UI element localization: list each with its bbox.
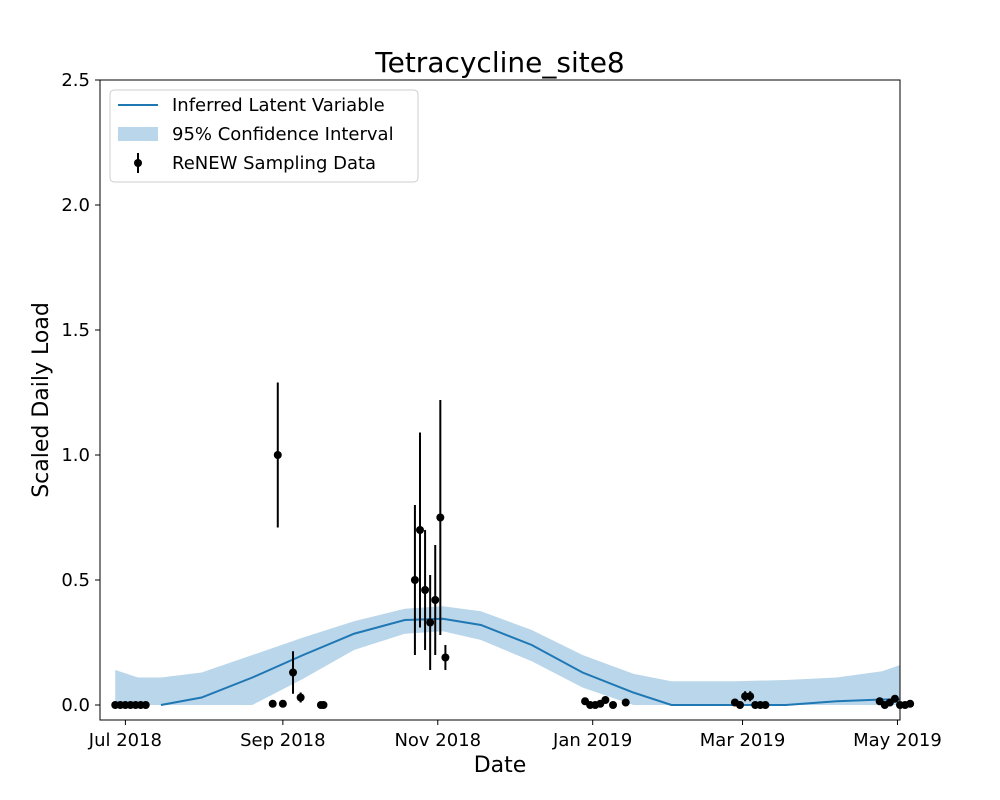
sampling-point [906, 699, 915, 708]
sampling-point [289, 668, 298, 677]
x-tick-label: Mar 2019 [700, 730, 786, 751]
y-tick-label: 1.0 [61, 445, 90, 466]
legend-entry-latent: Inferred Latent Variable [172, 95, 385, 116]
plot-frame [99, 79, 901, 721]
sampling-point [296, 693, 305, 702]
sampling-point [609, 701, 618, 709]
x-tick-label: May 2019 [853, 730, 942, 751]
y-tick-label: 0.0 [61, 695, 90, 716]
sampling-point [410, 576, 419, 584]
sampling-point [761, 701, 770, 709]
legend: Inferred Latent Variable 95% Confidence … [109, 89, 419, 183]
x-tick-label: Nov 2018 [394, 730, 481, 751]
latent-line-layer [160, 617, 900, 706]
x-axis-title: Date [474, 753, 527, 778]
sampling-point [436, 513, 445, 522]
legend-entry-sampling: ReNEW Sampling Data [172, 153, 376, 174]
sampling-point [441, 653, 450, 662]
legend-box [109, 89, 419, 183]
legend-band-swatch [118, 127, 158, 141]
sampling-point [141, 701, 150, 709]
x-tick-label: Jul 2018 [88, 730, 162, 751]
sampling-point [426, 618, 435, 627]
sampling-point [621, 698, 630, 707]
legend-point-swatch [134, 159, 142, 167]
x-tick-label: Jan 2019 [552, 730, 632, 751]
sampling-point [746, 692, 755, 701]
sampling-point [319, 701, 328, 709]
sampling-point [736, 701, 744, 709]
y-tick-label: 0.5 [61, 570, 90, 591]
chart-title: Tetracycline_site8 [374, 46, 625, 79]
latent-variable-line [160, 617, 900, 706]
sampling-point [273, 451, 282, 459]
sampling-points-layer [111, 382, 915, 709]
sampling-point [268, 699, 277, 708]
x-axis-ticks: Jul 2018 Sep 2018 Nov 2018 Jan 2019 Mar 2019… [88, 720, 942, 751]
sampling-point [431, 596, 440, 604]
y-axis-ticks: 0.0 0.5 1.0 1.5 2.0 2.5 [61, 70, 100, 716]
sampling-point [890, 694, 899, 703]
sampling-point [416, 526, 424, 534]
x-tick-label: Sep 2018 [240, 730, 325, 751]
sampling-point [601, 696, 610, 704]
confidence-band [115, 606, 901, 705]
confidence-band-layer [115, 606, 901, 705]
y-tick-label: 2.0 [61, 195, 90, 216]
sampling-point [421, 586, 430, 594]
y-axis-title: Scaled Daily Load [29, 302, 54, 498]
y-tick-label: 1.5 [61, 320, 90, 341]
legend-entry-confidence: 95% Confidence Interval [172, 124, 394, 145]
y-tick-label: 2.5 [61, 70, 90, 91]
sampling-point [278, 699, 287, 708]
